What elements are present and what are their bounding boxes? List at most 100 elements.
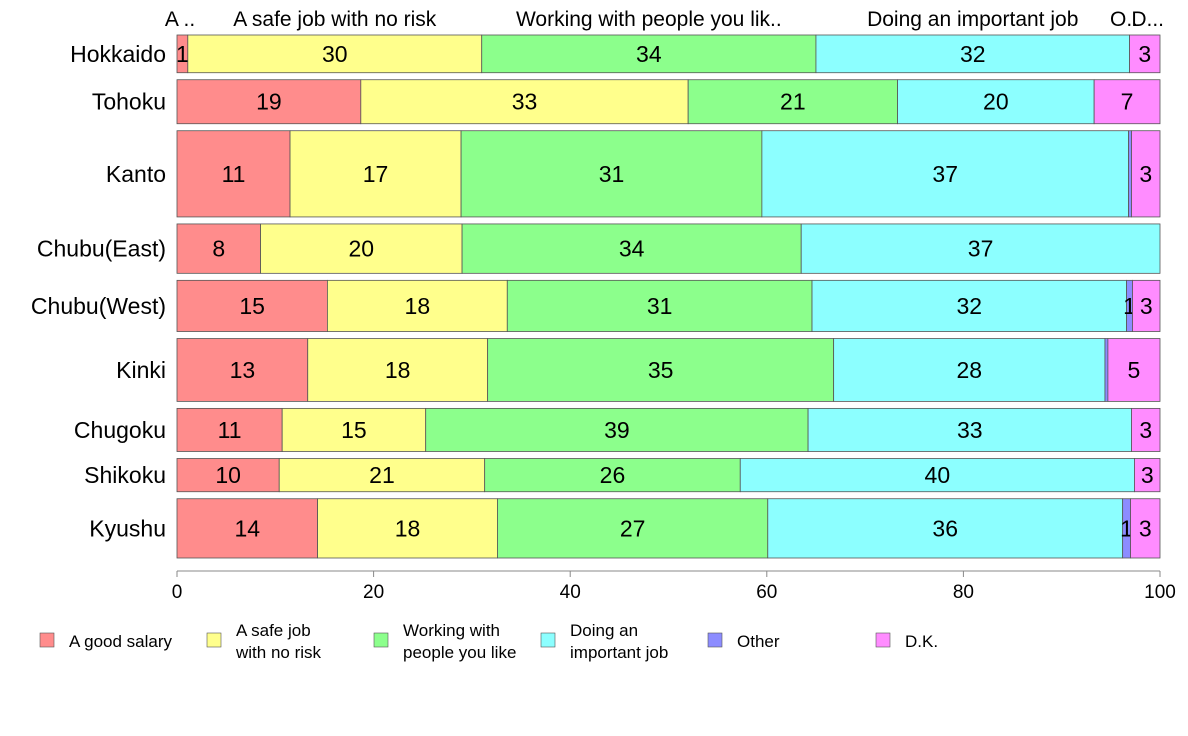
data-label: 20 [983, 89, 1009, 115]
bar-segment-a-safe-job-with-no-risk [317, 498, 498, 559]
bar-row-tohoku: Tohoku 19 33 21 20 7 [92, 79, 1161, 125]
legend-swatch [206, 632, 222, 648]
bar-segment-a-safe-job-with-no-risk [281, 407, 427, 452]
data-label: 35 [648, 357, 674, 383]
data-label: 37 [968, 236, 994, 262]
bar-row-chugoku: Chugoku 11 15 39 33 3 [74, 407, 1161, 452]
legend-item-a-good-salary: A good salary [39, 632, 173, 651]
data-label: 15 [341, 417, 367, 443]
bar-segment-doing-an-important-job [807, 407, 1132, 452]
bar-segment-doing-an-important-job [800, 223, 1161, 274]
bar-segment-working-with-people-you-like [687, 79, 898, 125]
bar-segment-d-k [1107, 338, 1161, 402]
data-label: 33 [957, 417, 983, 443]
data-label: 31 [647, 293, 673, 319]
legend-label: Working with [403, 621, 500, 640]
data-label: 1 [176, 41, 189, 67]
legend-item-d-k: D.K. [875, 632, 938, 651]
legend-label: Other [737, 632, 780, 651]
bar-segment-doing-an-important-job [897, 79, 1095, 125]
data-label: 36 [932, 515, 958, 541]
row-label: Tohoku [92, 89, 166, 115]
top-category-labels: A .. A safe job with no risk Working with … [165, 8, 1164, 31]
data-label: 5 [1128, 357, 1141, 383]
data-label: 17 [363, 161, 389, 187]
data-label: 15 [239, 293, 265, 319]
legend-item-working-with-people-you-like: Working with people you like [373, 621, 516, 662]
legend-label: A safe job [236, 621, 311, 640]
bar-segment-other [1104, 338, 1109, 402]
legend-item-other: Other [707, 632, 780, 651]
data-label: 39 [604, 417, 630, 443]
data-label: 21 [369, 462, 395, 488]
bar-row-chubu-west: Chubu(West) 15 18 31 32 1 3 [31, 279, 1161, 332]
data-label: 3 [1140, 293, 1153, 319]
data-label: 11 [218, 417, 242, 443]
row-label: Kinki [116, 357, 166, 383]
top-label-a-good-salary: A .. [165, 8, 195, 31]
bar-segment-d-k [1131, 130, 1161, 218]
row-label: Chugoku [74, 417, 166, 443]
data-label: 11 [222, 161, 246, 187]
bar-row-shikoku: Shikoku 10 21 26 40 3 [84, 458, 1161, 493]
data-label: 3 [1139, 515, 1152, 541]
bar-segment-d-k [1129, 34, 1161, 74]
legend-label: Doing an [570, 621, 638, 640]
data-label: 3 [1138, 41, 1151, 67]
data-label: 19 [256, 89, 282, 115]
data-label: 10 [215, 462, 241, 488]
bar-segment-a-safe-job-with-no-risk [307, 338, 489, 402]
data-label: 1 [1120, 515, 1133, 541]
bar-segment-working-with-people-you-like [506, 279, 813, 332]
legend-item-a-safe-job-with-no-risk: A safe job with no risk [206, 621, 322, 662]
data-label: 40 [925, 462, 951, 488]
bar-segment-doing-an-important-job [815, 34, 1130, 74]
bar-segment-working-with-people-you-like [497, 498, 769, 559]
bar-segment-a-safe-job-with-no-risk [360, 79, 689, 125]
legend: A good salary A safe job with no risk Worki… [39, 621, 938, 662]
data-label: 32 [960, 41, 986, 67]
x-tick-label: 20 [363, 582, 384, 603]
top-label-working-with-people-you-like: Working with people you lik.. [516, 8, 782, 31]
legend-swatch [373, 632, 389, 648]
bar-segment-a-good-salary [176, 498, 318, 559]
bar-segment-d-k [1131, 407, 1161, 452]
bar-segment-working-with-people-you-like [484, 458, 741, 493]
data-label: 34 [636, 41, 662, 67]
bar-segment-d-k [1130, 498, 1161, 559]
bar-segment-doing-an-important-job [811, 279, 1127, 332]
data-label: 30 [322, 41, 348, 67]
data-label: 21 [780, 89, 806, 115]
bar-segment-a-safe-job-with-no-risk [326, 279, 508, 332]
x-tick-label: 100 [1144, 582, 1176, 603]
data-label: 28 [957, 357, 983, 383]
row-label: Kyushu [89, 515, 166, 541]
x-axis: 0 20 40 60 80 100 [172, 570, 1176, 603]
data-label: 3 [1139, 417, 1152, 443]
row-label: Chubu(West) [31, 293, 166, 319]
legend-label: with no risk [235, 643, 322, 662]
bar-segment-working-with-people-you-like [425, 407, 809, 452]
bar-segment-doing-an-important-job [767, 498, 1124, 559]
bar-segment-a-good-salary [176, 130, 291, 218]
row-label: Shikoku [84, 462, 166, 488]
data-label: 14 [234, 515, 260, 541]
row-label: Hokkaido [70, 41, 166, 67]
bar-segment-a-good-salary [176, 79, 362, 125]
bar-segment-working-with-people-you-like [460, 130, 763, 218]
bar-row-chubu-east: Chubu(East) 8 20 34 37 [37, 223, 1161, 274]
data-label: 3 [1139, 161, 1152, 187]
data-label: 20 [349, 236, 375, 262]
bar-segment-doing-an-important-job [833, 338, 1106, 402]
bar-segment-a-safe-job-with-no-risk [278, 458, 486, 493]
legend-item-doing-an-important-job: Doing an important job [540, 621, 668, 662]
bar-segment-d-k [1132, 279, 1161, 332]
x-tick-label: 80 [953, 582, 974, 603]
row-label: Kanto [106, 161, 166, 187]
x-tick-label: 40 [560, 582, 581, 603]
legend-label: important job [570, 643, 668, 662]
top-label-d-k: D... [1131, 8, 1164, 31]
data-label: 27 [620, 515, 646, 541]
top-label-a-safe-job-with-no-risk: A safe job with no risk [233, 8, 437, 31]
